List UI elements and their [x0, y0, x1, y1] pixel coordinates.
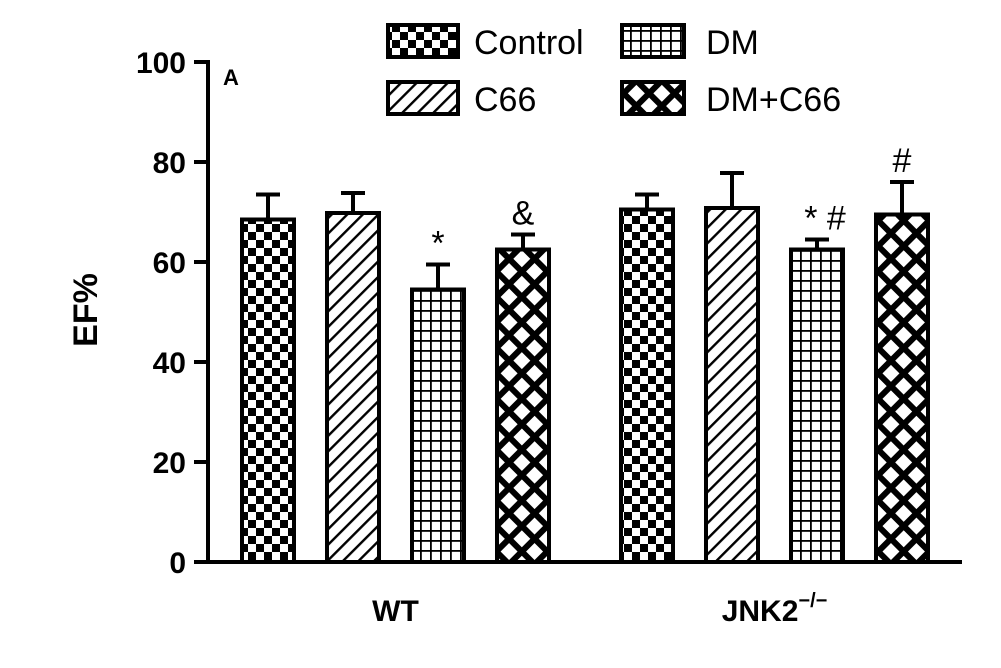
legend-item-dm-c66: DM+C66: [620, 80, 841, 119]
significance-annotation: &: [512, 195, 535, 233]
bar-dm: [410, 287, 466, 564]
bar-c66: [325, 211, 381, 564]
legend-label-c66: C66: [474, 81, 536, 119]
bar-control: [240, 217, 296, 564]
legend-swatch-dm-c66: [620, 80, 686, 116]
legend-item-c66: C66: [386, 80, 536, 119]
y-tick-label: 0: [169, 547, 186, 580]
legend-label-dm: DM: [706, 24, 759, 62]
legend-swatch-c66: [386, 80, 460, 116]
group-label: WT: [372, 595, 419, 628]
bar-c66: [704, 206, 760, 564]
legend: Control C66 DM DM+C66: [386, 23, 841, 119]
bar-control: [619, 207, 675, 564]
legend-label-control: Control: [474, 24, 584, 62]
bars: * & * # #: [240, 142, 930, 564]
legend-item-dm: DM: [620, 23, 759, 62]
group-label: JNK2−/−: [722, 590, 828, 628]
bar-dm-c66: [874, 212, 930, 564]
legend-label-dm-c66: DM+C66: [706, 81, 841, 119]
bar-dm-c66: [495, 247, 551, 564]
legend-swatch-dm: [620, 23, 686, 59]
y-tick-label: 100: [136, 47, 186, 80]
group-labels: WT JNK2−/−: [372, 590, 827, 628]
group-label-superscript: −/−: [798, 590, 827, 612]
y-tick-label: 40: [153, 347, 186, 380]
significance-annotation: *: [431, 225, 444, 263]
panel-label: A: [223, 65, 239, 90]
y-tick-label: 60: [153, 247, 186, 280]
legend-swatch-control: [386, 23, 460, 59]
legend-item-control: Control: [386, 23, 584, 62]
bar-dm: [789, 247, 845, 564]
y-axis-title: EF%: [67, 273, 105, 347]
significance-annotation: #: [893, 142, 912, 180]
y-tick-label: 20: [153, 447, 186, 480]
significance-annotation: * #: [804, 200, 846, 238]
y-tick-label: 80: [153, 147, 186, 180]
